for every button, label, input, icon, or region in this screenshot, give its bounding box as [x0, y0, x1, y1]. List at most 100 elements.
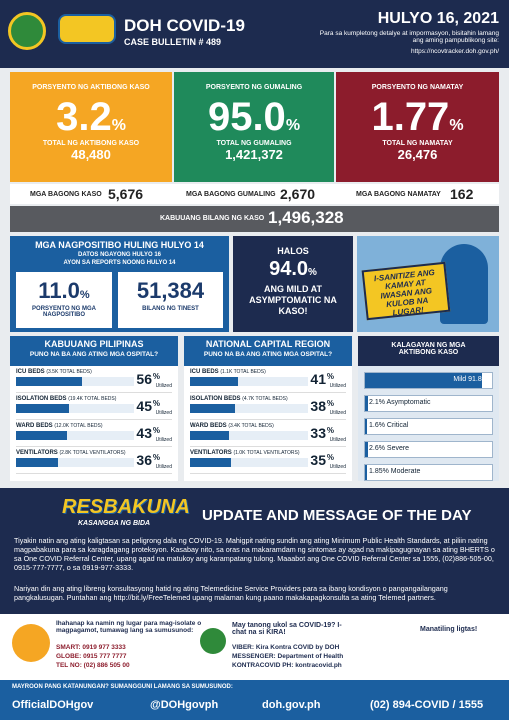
- total-label: TOTAL NG NAMATAY: [382, 140, 453, 147]
- suffix: Utilized: [329, 410, 346, 416]
- bar-track: [16, 404, 134, 413]
- twitter[interactable]: @DOHgovph: [150, 699, 219, 711]
- utilization-bar: [16, 458, 59, 467]
- unit: %: [285, 117, 301, 134]
- detail: (1.1K TOTAL BEDS): [220, 369, 266, 375]
- resbakuna-sub: KASANGGA NG BIDA: [78, 520, 151, 527]
- total-row: [10, 206, 499, 232]
- value: 33: [310, 425, 326, 441]
- title: DOH COVID-19: [124, 16, 245, 35]
- utilization-bar: [16, 377, 83, 386]
- status-label: 1.6% Critical: [369, 422, 409, 429]
- bed-label: VENTILATORS (2.8K TOTAL VENTILATORS): [16, 450, 126, 456]
- title: KALAGAYAN NG MGA AKTIBONG KASO: [358, 336, 499, 366]
- utilization-bar: [16, 404, 70, 413]
- bed-label: ICU BEDS (1.1K TOTAL BEDS): [190, 369, 266, 375]
- status-row: 2.6% Severe: [364, 441, 493, 458]
- label: PORSYENTO NG GUMALING: [205, 84, 303, 91]
- subtitle: DATOS NGAYONG HULYO 16: [77, 252, 162, 258]
- bed-label: ISOLATION BEDS (4.7K TOTAL BEDS): [190, 396, 288, 402]
- detail: (19.4K TOTAL BEDS): [68, 396, 117, 402]
- value: 1,496,328: [268, 208, 344, 227]
- bar-track: [190, 404, 308, 413]
- update-section: [0, 488, 509, 614]
- paragraph: Nariyan din ang ating libreng konsultasy…: [14, 584, 448, 602]
- bar-track: [190, 431, 308, 440]
- bed-label: ICU BEDS (3.5K TOTAL BEDS): [16, 369, 92, 375]
- subtitle: PUNO NA BA ANG ATING MGA OSPITAL?: [203, 351, 333, 358]
- label: ICU BEDS: [190, 369, 219, 375]
- status-label: Mild 91.8%: [453, 376, 488, 383]
- unit: %: [449, 117, 464, 134]
- bed-label: VENTILATORS (1.0K TOTAL VENTILATORS): [190, 450, 300, 456]
- status-row: 1.6% Critical: [364, 418, 493, 435]
- label: VENTILATORS: [190, 450, 232, 456]
- facebook[interactable]: OfficialDOHgov: [12, 699, 94, 711]
- mild-box: [233, 236, 353, 332]
- status-label: 2.1% Asymptomatic: [369, 399, 431, 406]
- rate-box: 11.0% PORSYENTO NG MGA NAGPOSITIBO: [16, 272, 112, 328]
- utilization-bar: [190, 404, 235, 413]
- utilization-row: WARD BEDS (12.0K TOTAL BEDS) 43% Utilized: [16, 420, 172, 447]
- doh-logo: [8, 12, 46, 50]
- percent: 3.2: [56, 95, 112, 139]
- kontracovid: KONTRACOVID PH: kontracovid.ph: [232, 662, 342, 669]
- value: 162: [450, 186, 474, 202]
- label: MGA BAGONG GUMALING: [186, 191, 276, 198]
- unit: %: [152, 399, 160, 408]
- recovered-box: PORSYENTO NG GUMALING 95.0% TOTAL NG GUM…: [174, 72, 334, 182]
- total: 26,476: [397, 147, 438, 162]
- hotline: (02) 894-COVID / 1555: [370, 699, 484, 711]
- value: 2,670: [280, 186, 316, 202]
- bar-track: [16, 431, 134, 440]
- label: PORSYENTO NG NAMATAY: [371, 84, 464, 91]
- footer: [0, 680, 509, 720]
- bed-label: WARD BEDS (3.4K TOTAL BEDS): [190, 423, 274, 429]
- label: MGA BAGONG KASO: [30, 191, 102, 198]
- suffix: Utilized: [155, 410, 172, 416]
- tested-label: BILANG NG TINEST: [142, 306, 199, 312]
- unit: %: [326, 453, 334, 462]
- label: PORSYENTO NG AKTIBONG KASO: [32, 84, 150, 91]
- bar-track: [190, 458, 308, 467]
- utilization-row: VENTILATORS (1.0K TOTAL VENTILATORS) 35% U…: [190, 447, 346, 474]
- utilization-bar: [190, 377, 239, 386]
- update-title: UPDATE AND MESSAGE OF THE DAY: [202, 507, 472, 524]
- unit: %: [308, 267, 317, 278]
- utilization-bar: [16, 431, 67, 440]
- suffix: Utilized: [329, 383, 346, 389]
- suffix: Utilized: [329, 464, 346, 470]
- tested-box: 51,384 BILANG NG TINEST: [118, 272, 223, 328]
- suffix: Utilized: [155, 437, 172, 443]
- kira: May tanong ukol sa COVID-19? I-chat na s…: [232, 622, 342, 636]
- label: WARD BEDS: [190, 423, 227, 429]
- label: MGA BAGONG NAMATAY: [356, 191, 441, 198]
- bar-track: [16, 377, 134, 386]
- bulletin: CASE BULLETIN # 489: [124, 37, 222, 47]
- rate-label: PORSYENTO NG MGA NAGPOSITIBO: [32, 306, 96, 318]
- hospital-panel: KABUUANG PILIPINAS PUNO NA BA ANG ATING M…: [10, 336, 178, 481]
- smart: SMART: 0919 977 3333: [56, 644, 126, 651]
- tested: 51,384: [136, 278, 205, 303]
- total-label: TOTAL NG GUMALING: [216, 140, 292, 147]
- detail: (3.5K TOTAL BEDS): [46, 369, 92, 375]
- deaths-box: PORSYENTO NG NAMATAY 1.77% TOTAL NG NAMA…: [336, 72, 499, 182]
- label: VENTILATORS: [16, 450, 58, 456]
- label: ISOLATION BEDS: [190, 396, 241, 402]
- date: HULYO 16, 2021: [377, 10, 499, 27]
- isolate: Ihahanap ka namin ng lugar para mag-isol…: [56, 620, 202, 634]
- subtitle: PUNO NA BA ANG ATING MGA OSPITAL?: [29, 351, 159, 358]
- status-bar: [365, 465, 368, 480]
- percent: 95.0: [207, 95, 286, 139]
- utilization-row: VENTILATORS (2.8K TOTAL VENTILATORS) 36% U…: [16, 447, 172, 474]
- detail: (12.0K TOTAL BEDS): [54, 423, 103, 429]
- bar-track: [16, 458, 134, 467]
- line1: HALOS: [277, 246, 309, 256]
- web[interactable]: doh.gov.ph: [262, 699, 321, 711]
- total: 48,480: [71, 147, 111, 162]
- status-panel: KALAGAYAN NG MGA AKTIBONG KASO Mild 91.8%…: [358, 336, 499, 481]
- utilization-row: ISOLATION BEDS (4.7K TOTAL BEDS) 38% Utili…: [190, 393, 346, 420]
- title: KABUUANG PILIPINAS: [44, 339, 144, 349]
- resbakuna-logo: RESBAKUNA: [62, 496, 190, 518]
